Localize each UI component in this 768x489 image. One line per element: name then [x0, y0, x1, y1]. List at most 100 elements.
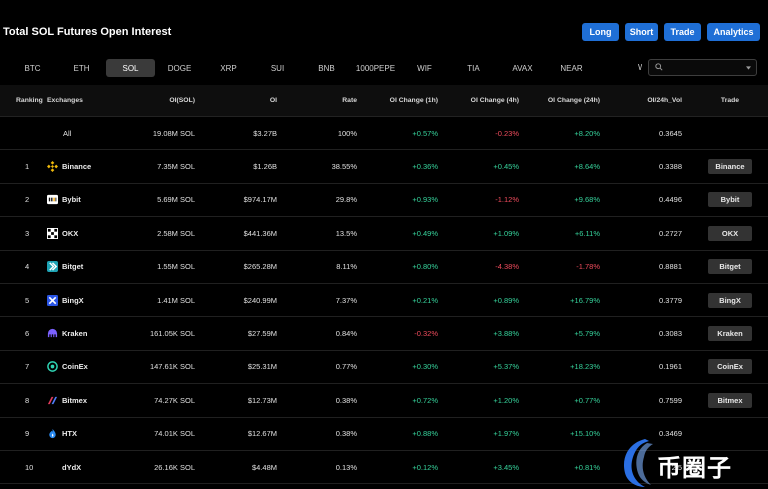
header-oi-sol[interactable]: OI(SOL) — [169, 97, 195, 104]
exchange-cell: dYdX — [47, 451, 81, 483]
oi-value: $1.26B — [253, 162, 277, 172]
coin-search[interactable] — [648, 59, 757, 76]
tab-doge[interactable]: DOGE — [167, 63, 192, 73]
tab-overflow[interactable]: W — [638, 63, 642, 72]
exchange-name[interactable]: Bitget — [62, 262, 84, 272]
exchange-name[interactable]: Kraken — [62, 329, 88, 339]
short-button[interactable]: Short — [625, 23, 658, 41]
oi-value: $12.73M — [247, 395, 277, 405]
exchange-name[interactable]: Binance — [62, 162, 92, 172]
exchange-cell: CoinEx — [47, 351, 88, 383]
trade-bybit-button[interactable]: Bybit — [708, 192, 752, 208]
okx-icon — [47, 227, 58, 239]
oi-change-1h-value: +0.21% — [412, 295, 438, 305]
search-input[interactable] — [665, 61, 741, 74]
analytics-button[interactable]: Analytics — [707, 23, 760, 41]
table-row: 7 CoinEx 147.61K SOL $25.31M 0.77% +0.30… — [0, 351, 768, 385]
oi-change-1h-value: +0.93% — [412, 195, 438, 205]
exchange-cell: BingX — [47, 284, 84, 316]
bybit-icon — [47, 195, 58, 205]
binance-icon — [47, 161, 58, 173]
header-oi[interactable]: OI — [269, 97, 277, 104]
rate-value: 7.37% — [335, 295, 357, 305]
oi-vol-ratio-value: 0.4496 — [659, 195, 682, 205]
chevron-down-icon[interactable] — [746, 66, 751, 70]
trade-cell: BingX — [708, 284, 752, 316]
watermark-text: 币圈子 — [657, 454, 732, 482]
oi-vol-ratio-value: 0.2727 — [659, 228, 682, 238]
header-rate[interactable]: Rate — [342, 97, 357, 104]
trade-cell: Bitget — [708, 251, 752, 283]
tab-btc[interactable]: BTC — [24, 63, 41, 73]
oi-change-24h-value: -1.78% — [576, 262, 600, 272]
tab-1000pepe[interactable]: 1000PEPE — [355, 63, 396, 73]
table-row: 8 Bitmex 74.27K SOL $12.73M 0.38% +0.72%… — [0, 384, 768, 418]
oi-sol-value: 74.01K SOL — [154, 429, 195, 439]
trade-bitget-button[interactable]: Bitget — [708, 259, 752, 275]
trade-okx-button[interactable]: OKX — [708, 225, 752, 241]
tab-wif[interactable]: WIF — [417, 63, 432, 73]
oi-value: $27.59M — [247, 329, 277, 339]
header-oi-24h-vol[interactable]: OI/24h_Vol — [647, 97, 682, 104]
page-title: Total SOL Futures Open Interest — [3, 26, 172, 38]
header-ranking[interactable]: Ranking — [16, 97, 43, 104]
exchange-cell: HTX — [47, 418, 77, 450]
exchange-cell: Bybit — [47, 184, 81, 216]
tab-eth[interactable]: ETH — [73, 63, 90, 73]
oi-change-4h-value: -4.38% — [495, 262, 519, 272]
oi-value: $974.17M — [243, 195, 277, 205]
exchange-cell: Bitmex — [47, 384, 87, 416]
oi-change-1h-value: +0.30% — [412, 362, 438, 372]
header-exchanges[interactable]: Exchanges — [47, 97, 83, 104]
trade-button[interactable]: Trade — [664, 23, 701, 41]
trade-cell: Binance — [708, 150, 752, 182]
header-oi-change-24h[interactable]: OI Change (24h) — [547, 97, 600, 104]
rate-value: 0.77% — [335, 362, 357, 372]
exchange-name[interactable]: OKX — [62, 228, 79, 238]
rate-value: 0.38% — [335, 395, 357, 405]
oi-change-4h-value: +0.45% — [493, 162, 519, 172]
exchange-name[interactable]: BingX — [62, 295, 84, 305]
rate-value: 8.11% — [336, 262, 357, 272]
oi-change-4h-value: -0.23% — [495, 128, 519, 138]
oi-value: $25.31M — [247, 362, 277, 372]
oi-change-4h-value: +5.37% — [493, 362, 519, 372]
oi-value: $12.67M — [247, 429, 277, 439]
tab-avax[interactable]: AVAX — [512, 63, 533, 73]
oi-sol-value: 5.69M SOL — [157, 195, 195, 205]
oi-change-4h-value: +1.09% — [493, 228, 519, 238]
exchange-name[interactable]: HTX — [62, 429, 77, 439]
oi-sol-value: 2.58M SOL — [157, 228, 195, 238]
table-row: 4 Bitget 1.55M SOL $265.28M 8.11% +0.80%… — [0, 251, 768, 284]
tab-sol[interactable]: SOL — [106, 59, 155, 77]
all-label: All — [63, 128, 72, 138]
oi-vol-ratio-value: 0.8881 — [659, 262, 682, 272]
exchange-name[interactable]: Bitmex — [62, 395, 88, 405]
trade-cell: CoinEx — [708, 351, 752, 383]
long-button[interactable]: Long — [582, 23, 619, 41]
trade-kraken-button[interactable]: Kraken — [708, 326, 752, 342]
tab-xrp[interactable]: XRP — [220, 63, 237, 73]
trade-cell: Bitmex — [708, 384, 752, 416]
table-header: Ranking Exchanges OI(SOL) OI Rate OI Cha… — [0, 85, 768, 117]
exchange-name[interactable]: dYdX — [62, 462, 82, 472]
tab-near[interactable]: NEAR — [560, 63, 583, 73]
kraken-icon — [47, 328, 58, 338]
exchange-name[interactable]: Bybit — [62, 195, 81, 205]
table-row: 3 OKX 2.58M SOL $441.36M 13.5% +0.49% +1… — [0, 217, 768, 251]
trade-binance-button[interactable]: Binance — [708, 159, 752, 175]
oi-vol-ratio-value: 0.3645 — [659, 128, 682, 138]
tab-sui[interactable]: SUI — [270, 63, 285, 73]
exchange-name[interactable]: CoinEx — [62, 362, 88, 372]
trade-bitmex-button[interactable]: Bitmex — [708, 392, 752, 408]
trade-bingx-button[interactable]: BingX — [708, 292, 752, 308]
header-oi-change-1h[interactable]: OI Change (1h) — [389, 97, 438, 104]
open-interest-table: Ranking Exchanges OI(SOL) OI Rate OI Cha… — [0, 85, 768, 485]
trade-coinex-button[interactable]: CoinEx — [708, 359, 752, 375]
tab-tia[interactable]: TIA — [467, 63, 480, 73]
rate-value: 0.84% — [335, 329, 357, 339]
oi-change-1h-value: +0.57% — [412, 128, 438, 138]
header-oi-change-4h[interactable]: OI Change (4h) — [470, 97, 519, 104]
htx-icon — [49, 429, 56, 439]
tab-bnb[interactable]: BNB — [318, 63, 335, 73]
